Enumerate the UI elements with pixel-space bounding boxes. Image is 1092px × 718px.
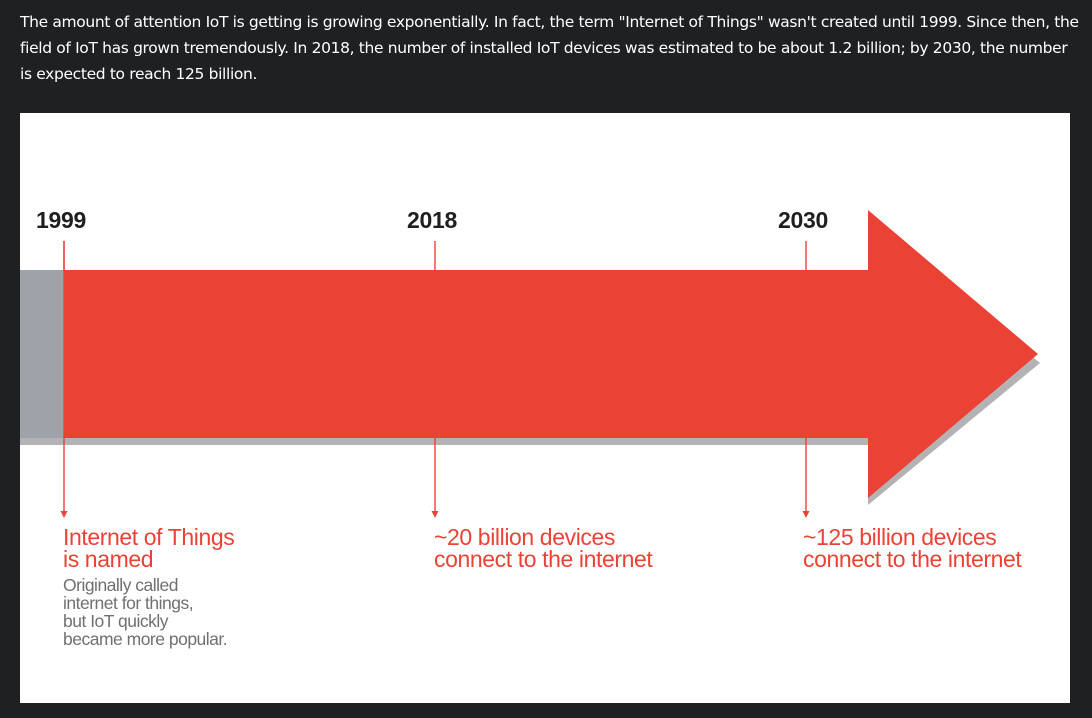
marker-2030 (802, 241, 810, 518)
caption-1999: Internet of Things is named (63, 524, 235, 572)
caption-2018: ~20 billion devices connect to the inter… (434, 524, 653, 572)
intro-paragraph: The amount of attention IoT is getting i… (20, 13, 1079, 83)
caption-1999-line-1: Internet of Things (63, 524, 235, 550)
marker-1999 (60, 241, 68, 518)
caption-2030: ~125 billion devices connect to the inte… (803, 524, 1022, 572)
pre-1999-segment (20, 270, 66, 438)
timeline-graphic (20, 210, 1040, 518)
iot-timeline-figure: 1999 2018 2030 Internet of Things is nam… (20, 113, 1070, 703)
caption-2018-line-2: connect to the internet (434, 545, 653, 572)
note-1999-line-3: but IoT quickly (63, 611, 169, 631)
year-label-2030: 2030 (778, 207, 828, 233)
year-label-2018: 2018 (407, 207, 457, 233)
note-1999-line-2: internet for things, (63, 593, 194, 613)
note-1999-line-1: Originally called (63, 575, 179, 595)
caption-2030-line-2: connect to the internet (803, 545, 1022, 572)
year-label-1999: 1999 (36, 207, 86, 233)
caption-1999-line-2: is named (63, 545, 154, 572)
caption-2018-line-1: ~20 billion devices (434, 524, 615, 550)
note-1999: Originally called internet for things, b… (63, 575, 228, 649)
caption-2030-line-1: ~125 billion devices (803, 524, 997, 550)
marker-2018 (431, 241, 439, 518)
timeline-arrow (64, 210, 1038, 498)
note-1999-line-4: became more popular. (63, 629, 228, 649)
